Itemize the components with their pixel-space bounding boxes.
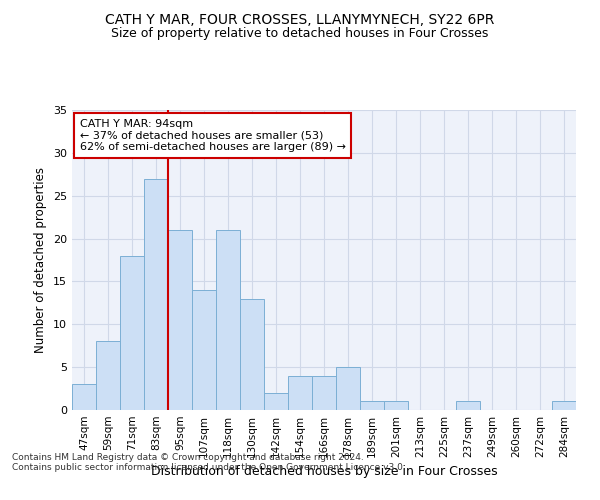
Bar: [144, 178, 168, 410]
Y-axis label: Number of detached properties: Number of detached properties: [34, 167, 47, 353]
Bar: [336, 367, 360, 410]
X-axis label: Distribution of detached houses by size in Four Crosses: Distribution of detached houses by size …: [151, 466, 497, 478]
Bar: [240, 298, 264, 410]
Bar: [312, 376, 336, 410]
Text: Contains HM Land Registry data © Crown copyright and database right 2024.: Contains HM Land Registry data © Crown c…: [12, 454, 364, 462]
Bar: [216, 230, 240, 410]
Text: Size of property relative to detached houses in Four Crosses: Size of property relative to detached ho…: [112, 28, 488, 40]
Bar: [264, 393, 288, 410]
Bar: [168, 230, 192, 410]
Bar: [192, 290, 216, 410]
Bar: [552, 402, 576, 410]
Bar: [96, 342, 120, 410]
Text: Contains public sector information licensed under the Open Government Licence v3: Contains public sector information licen…: [12, 464, 406, 472]
Text: CATH Y MAR, FOUR CROSSES, LLANYMYNECH, SY22 6PR: CATH Y MAR, FOUR CROSSES, LLANYMYNECH, S…: [106, 12, 494, 26]
Bar: [456, 402, 480, 410]
Bar: [288, 376, 312, 410]
Text: CATH Y MAR: 94sqm
← 37% of detached houses are smaller (53)
62% of semi-detached: CATH Y MAR: 94sqm ← 37% of detached hous…: [80, 119, 346, 152]
Bar: [120, 256, 144, 410]
Bar: [360, 402, 384, 410]
Bar: [72, 384, 96, 410]
Bar: [384, 402, 408, 410]
